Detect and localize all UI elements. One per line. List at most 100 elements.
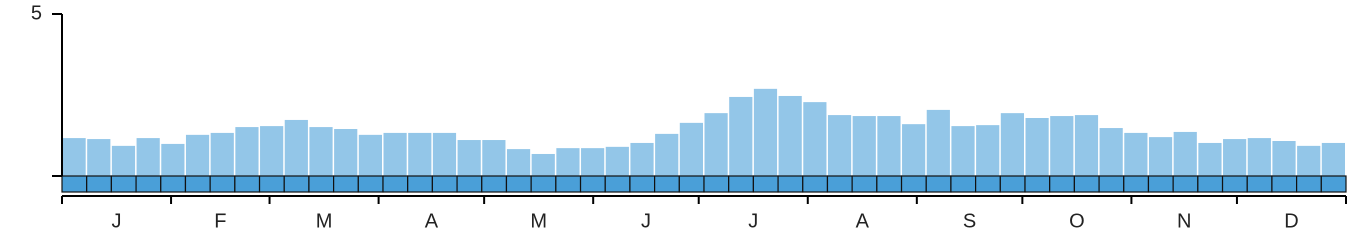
bar (87, 139, 111, 176)
bar (1223, 139, 1247, 176)
week-cell (802, 175, 829, 193)
bar (506, 149, 531, 176)
week-cell (604, 175, 631, 193)
bar (1198, 142, 1222, 176)
week-cell (431, 175, 458, 193)
week-cell (851, 175, 878, 193)
week-cell (234, 175, 261, 193)
bar (1000, 113, 1024, 176)
week-cell (728, 175, 754, 193)
x-tick-label: F (214, 210, 226, 232)
week-cell (579, 175, 606, 193)
bar (1074, 115, 1099, 176)
bar (235, 127, 259, 176)
x-tick-label: J (641, 210, 651, 232)
bar (581, 148, 605, 176)
x-tick-label: D (1284, 210, 1298, 232)
week-cell (975, 175, 1001, 193)
week-cell (555, 175, 582, 193)
bar (284, 119, 308, 176)
bar (729, 96, 753, 176)
x-tick-label: M (316, 210, 333, 232)
week-cell (407, 175, 433, 193)
bar (1124, 132, 1148, 176)
week-cell (283, 175, 310, 193)
week-cell (950, 175, 977, 193)
week-cell (826, 175, 853, 193)
bar (852, 116, 876, 176)
x-tick-label: A (856, 210, 870, 232)
week-cell (1049, 175, 1075, 193)
bar (1099, 128, 1123, 176)
bar (1321, 142, 1345, 176)
week-cell (1123, 175, 1150, 193)
bar (1050, 116, 1074, 176)
bar (482, 140, 506, 176)
chart: 5 J F M A M J J A S O N D (31, 2, 1347, 232)
x-tick-label: N (1177, 210, 1191, 232)
bar (827, 115, 852, 176)
bar (62, 138, 86, 176)
week-cell (184, 175, 211, 193)
bar (531, 153, 555, 176)
week-cell (703, 175, 730, 193)
bar (556, 148, 580, 176)
x-tick-label: A (425, 210, 439, 232)
week-cell (308, 175, 335, 193)
week-cell (530, 175, 557, 193)
week-cell (752, 175, 779, 193)
bar (309, 127, 333, 176)
x-tick-label: O (1069, 210, 1085, 232)
week-cell (1271, 175, 1298, 193)
bar (926, 109, 950, 176)
x-tick-label: J (112, 210, 122, 232)
x-tick-label: J (748, 210, 758, 232)
bar (976, 125, 1000, 176)
week-cell (1320, 175, 1347, 193)
week-cell (999, 175, 1026, 193)
bar (1297, 145, 1321, 176)
week-cell (876, 175, 903, 193)
week-cell (1172, 175, 1199, 193)
week-cell (654, 175, 680, 193)
bar (185, 134, 210, 176)
bar (1025, 118, 1049, 176)
week-cell (382, 175, 409, 193)
week-cell (1221, 175, 1248, 193)
week-cell (209, 175, 236, 193)
week-cell (357, 175, 384, 193)
week-cell (925, 175, 952, 193)
week-cell (505, 175, 532, 193)
week-cell (160, 175, 187, 193)
bar (778, 95, 802, 176)
week-cell (110, 175, 137, 193)
x-tick-label: S (963, 210, 976, 232)
bar (630, 142, 654, 176)
week-cell (1296, 175, 1322, 193)
bar (679, 122, 703, 176)
week-cell (1197, 175, 1224, 193)
bar (1173, 131, 1197, 176)
week-cell (678, 175, 705, 193)
y-tick-label: 5 (31, 2, 42, 24)
x-tick-label: M (530, 210, 547, 232)
bar (161, 143, 185, 176)
bar (803, 102, 827, 176)
bar (457, 140, 481, 176)
week-cell (1024, 175, 1051, 193)
week-cell (481, 175, 508, 193)
bar (383, 132, 407, 176)
bar (432, 132, 457, 176)
bar (210, 132, 234, 176)
bar (1272, 141, 1296, 176)
week-cell (1073, 175, 1100, 193)
week-cell (135, 175, 162, 193)
bar (605, 146, 629, 176)
bar (902, 124, 926, 176)
bar (136, 138, 160, 176)
week-cell (86, 175, 112, 193)
week-cell (1147, 175, 1174, 193)
bar (704, 113, 728, 176)
bar (111, 145, 136, 176)
week-cell (61, 175, 88, 193)
